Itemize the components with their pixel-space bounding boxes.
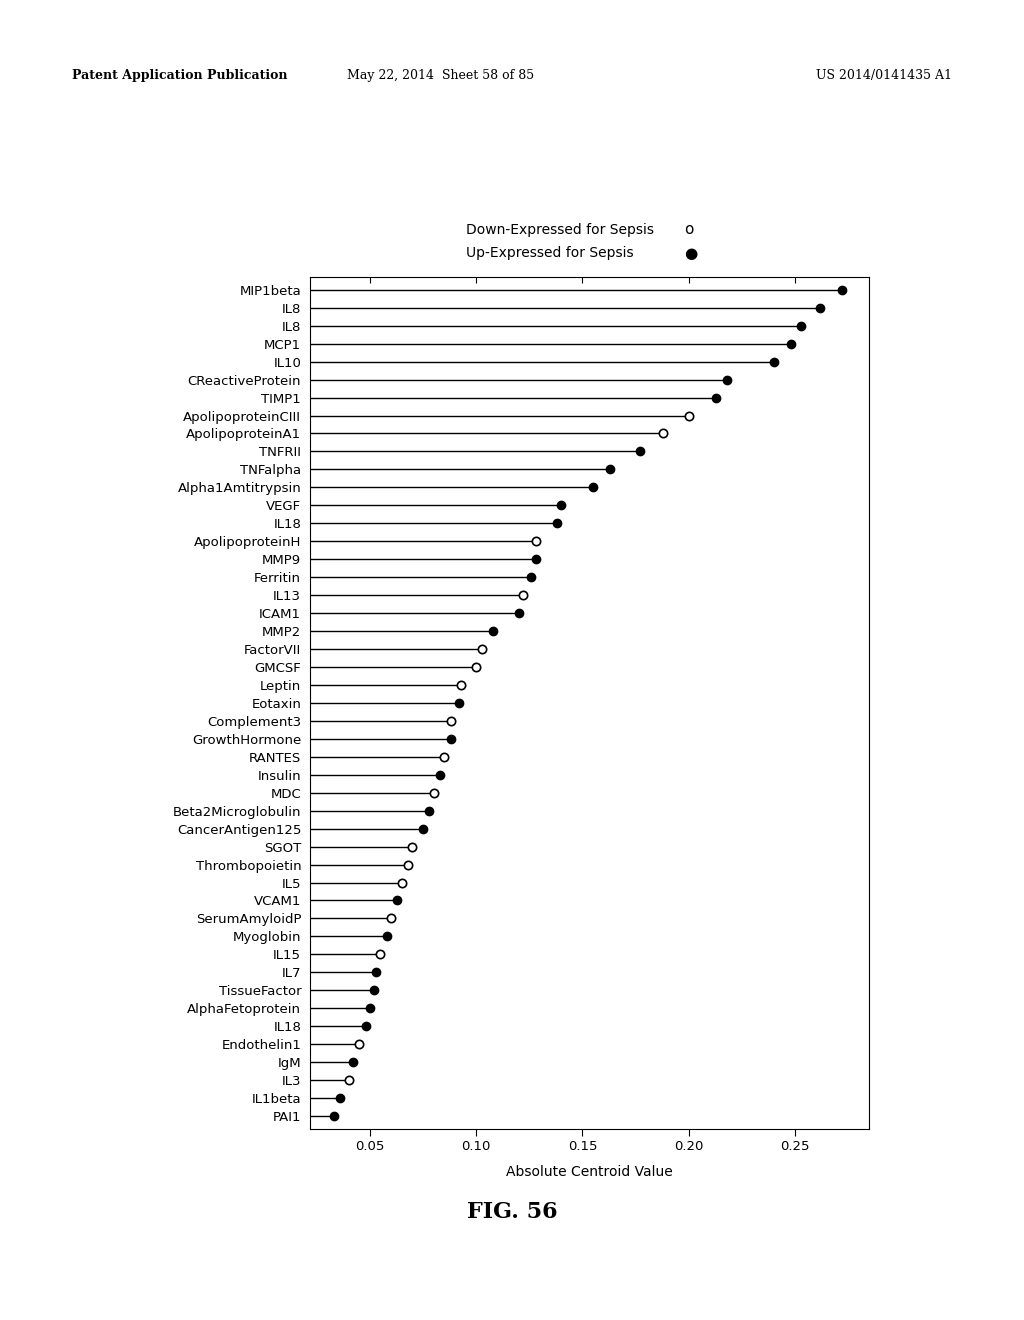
- X-axis label: Absolute Centroid Value: Absolute Centroid Value: [507, 1164, 673, 1179]
- Text: May 22, 2014  Sheet 58 of 85: May 22, 2014 Sheet 58 of 85: [347, 69, 534, 82]
- Text: Patent Application Publication: Patent Application Publication: [72, 69, 287, 82]
- Text: FIG. 56: FIG. 56: [467, 1201, 557, 1222]
- Text: ●: ●: [684, 246, 697, 261]
- Text: o: o: [684, 222, 693, 238]
- Text: Down-Expressed for Sepsis: Down-Expressed for Sepsis: [466, 223, 654, 236]
- Text: US 2014/0141435 A1: US 2014/0141435 A1: [816, 69, 952, 82]
- Text: Up-Expressed for Sepsis: Up-Expressed for Sepsis: [466, 247, 634, 260]
